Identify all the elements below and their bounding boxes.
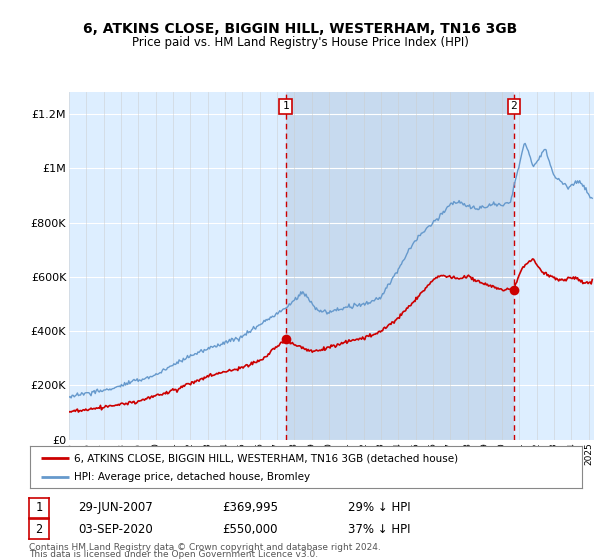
Text: 1: 1	[282, 101, 289, 111]
Text: 2: 2	[511, 101, 517, 111]
Text: 29% ↓ HPI: 29% ↓ HPI	[348, 501, 410, 515]
Text: 03-SEP-2020: 03-SEP-2020	[78, 522, 153, 536]
Text: HPI: Average price, detached house, Bromley: HPI: Average price, detached house, Brom…	[74, 472, 310, 482]
Text: 2: 2	[35, 522, 43, 536]
Text: £550,000: £550,000	[222, 522, 277, 536]
Bar	[286, 92, 514, 440]
Text: 29-JUN-2007: 29-JUN-2007	[78, 501, 153, 515]
Text: 6, ATKINS CLOSE, BIGGIN HILL, WESTERHAM, TN16 3GB (detached house): 6, ATKINS CLOSE, BIGGIN HILL, WESTERHAM,…	[74, 453, 458, 463]
Text: This data is licensed under the Open Government Licence v3.0.: This data is licensed under the Open Gov…	[29, 550, 318, 559]
Text: Price paid vs. HM Land Registry's House Price Index (HPI): Price paid vs. HM Land Registry's House …	[131, 36, 469, 49]
Text: £369,995: £369,995	[222, 501, 278, 515]
Text: 37% ↓ HPI: 37% ↓ HPI	[348, 522, 410, 536]
Text: 1: 1	[35, 501, 43, 515]
Text: Contains HM Land Registry data © Crown copyright and database right 2024.: Contains HM Land Registry data © Crown c…	[29, 543, 380, 552]
Text: 6, ATKINS CLOSE, BIGGIN HILL, WESTERHAM, TN16 3GB: 6, ATKINS CLOSE, BIGGIN HILL, WESTERHAM,…	[83, 22, 517, 36]
